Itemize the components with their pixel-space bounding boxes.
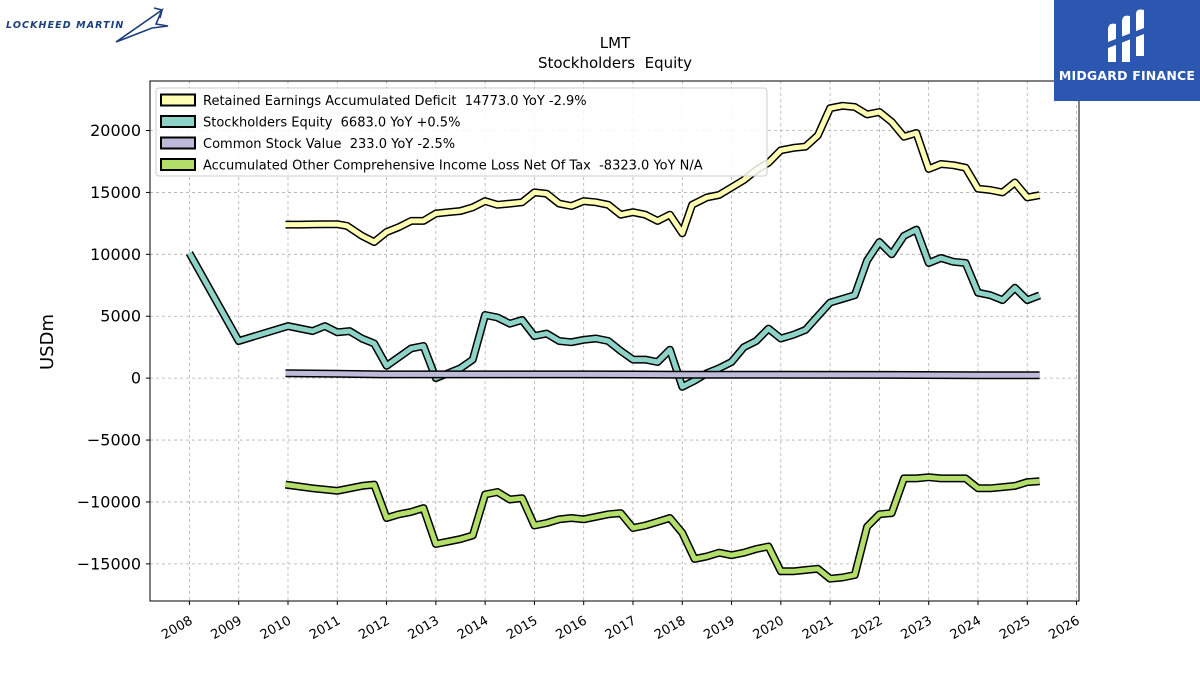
y-axis-label: USDm [37,314,58,370]
legend-swatch-1 [160,115,196,128]
lockheed-martin-wordmark: LOCKHEED MARTIN [6,20,125,31]
x-tick-label: 2014 [455,613,491,643]
legend-label-0: Retained Earnings Accumulated Deficit 14… [203,94,587,109]
y-tick-label: 0 [131,369,141,388]
x-tick-label: 2019 [701,613,737,643]
x-tick-label: 2013 [406,613,442,643]
y-tick-label: −5000 [87,431,141,450]
series-lines [185,101,1042,583]
series-outline-1 [185,225,1042,391]
legend-box [155,87,768,177]
lockheed-martin-logo: LOCKHEED MARTIN [4,4,174,46]
midgard-finance-logo: MIDGARD FINANCE [1054,0,1200,101]
x-tick-label: 2025 [997,613,1033,643]
x-tick-label: 2018 [652,613,688,643]
legend-swatch-2 [160,136,196,150]
x-axis-ticks: 2008 2009 2010 2011 2012 2013 2014 2015 2016 2017… [159,601,1083,643]
midgard-mark-icon [1108,9,1144,63]
x-tick-label: 2009 [209,613,245,643]
series-line-1 [187,227,1041,390]
x-tick-label: 2020 [751,613,787,643]
x-tick-label: 2024 [948,613,984,643]
y-tick-label: 20000 [90,121,141,140]
series-line-3 [285,474,1040,582]
y-tick-label: 15000 [90,183,141,202]
legend-label-1: Stockholders Equity 6683.0 YoY +0.5% [203,116,460,131]
legend: Retained Earnings Accumulated Deficit 14… [155,87,768,177]
y-tick-label: −15000 [77,554,141,573]
legend-swatch-0 [160,93,196,107]
y-tick-label: 5000 [100,307,141,326]
star-swoosh-icon [115,7,169,43]
chart-title: LMT [600,34,631,52]
x-tick-label: 2016 [554,613,590,643]
x-tick-label: 2021 [800,613,836,643]
series-line-2 [285,370,1040,378]
x-tick-label: 2022 [849,613,885,643]
x-tick-label: 2008 [159,613,195,643]
midgard-wordmark: MIDGARD FINANCE [1058,68,1196,83]
series-line-0 [285,103,1041,245]
chart-subtitle: Stockholders Equity [538,54,692,72]
x-tick-label: 2026 [1046,613,1082,643]
x-tick-label: 2012 [356,613,392,643]
x-tick-label: 2015 [504,613,540,643]
legend-label-2: Common Stock Value 233.0 YoY -2.5% [203,137,455,152]
y-tick-label: 10000 [90,245,141,264]
x-tick-label: 2017 [603,613,639,643]
y-axis-ticks: −15000 −10000 −5000 0 5000 10000 15000 20000 [77,121,150,573]
legend-swatch-3 [160,158,196,171]
y-tick-label: −10000 [77,492,141,511]
plot-frame [149,80,1080,602]
legend-label-3: Accumulated Other Comprehensive Income L… [203,159,703,174]
x-tick-label: 2010 [258,613,294,643]
x-tick-label: 2023 [899,613,935,643]
x-tick-label: 2011 [307,613,343,643]
